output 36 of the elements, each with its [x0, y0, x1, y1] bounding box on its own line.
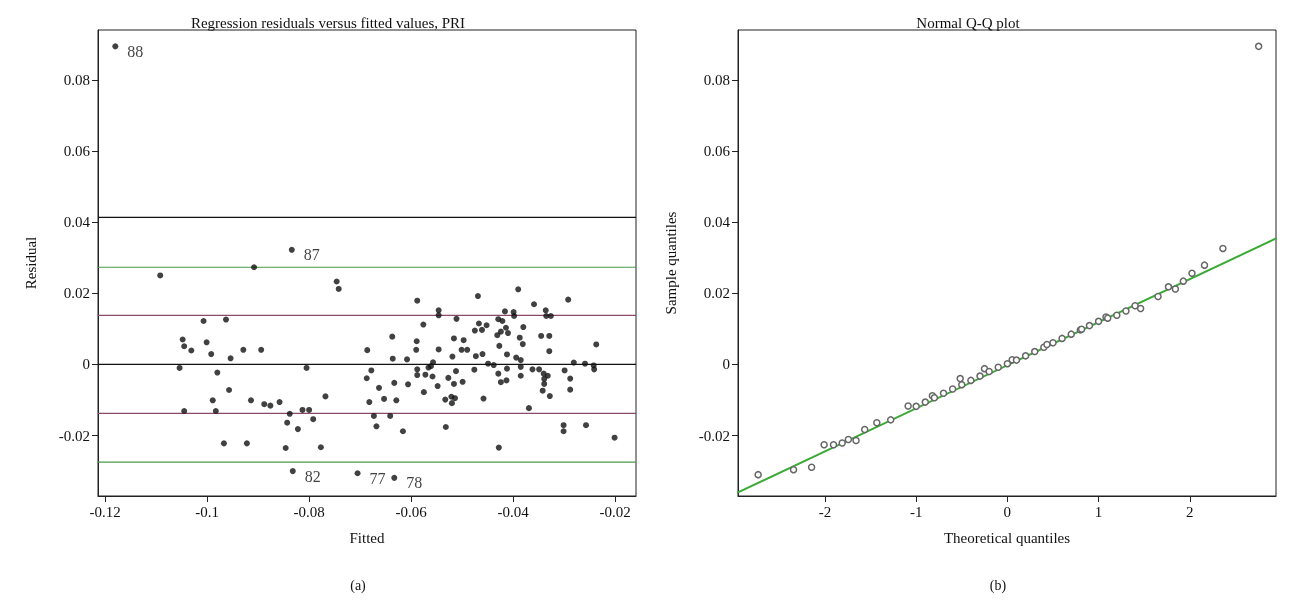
y-tick-label: 0.06 [703, 142, 731, 159]
y-axis-title: Sample quantiles [662, 211, 679, 315]
y-tick-label: 0.02 [63, 285, 90, 302]
chart-title: Regression residuals versus fitted values, PRI [190, 14, 466, 31]
annotation: 82 [304, 467, 321, 485]
x-tick-label: -0.08 [293, 503, 325, 520]
x-axis-title: Theoretical quantiles [943, 529, 1071, 546]
annotation: 88 [127, 42, 144, 60]
text: (b) [988, 578, 1008, 594]
x-tick-label: -2 [818, 503, 832, 520]
y-tick-label: 0.06 [63, 142, 91, 159]
x-tick-label: -0.06 [395, 503, 428, 520]
annotation: 87 [303, 246, 320, 264]
x-tick-label: -1 [909, 503, 923, 520]
y-tick-label: -0.02 [58, 427, 90, 444]
y-tick-label: 0.04 [703, 214, 731, 231]
annotation: 77 [369, 469, 386, 487]
x-tick-label: -0.04 [497, 503, 530, 520]
y-tick-label: 0.08 [63, 71, 90, 88]
x-axis-title: Fitted [349, 529, 385, 546]
text: (a) [349, 578, 367, 594]
y-tick-label: 0.08 [703, 71, 730, 88]
x-tick-label: 1 [1094, 503, 1103, 520]
annotation: 78 [406, 474, 423, 492]
x-tick-label: -0.02 [599, 503, 631, 520]
x-tick-label: -0.12 [89, 503, 121, 520]
y-tick-label: 0 [82, 356, 90, 373]
y-tick-label: 0 [722, 356, 730, 373]
y-tick-label: -0.02 [698, 427, 730, 444]
x-tick-label: 2 [1186, 503, 1194, 520]
y-tick-label: 0.02 [703, 285, 730, 302]
y-axis-title: Residual [22, 236, 39, 290]
y-tick-label: 0.04 [63, 214, 91, 231]
chart-title: Normal Q-Q plot [916, 14, 1021, 31]
x-tick-label: -0.1 [195, 503, 219, 520]
x-tick-label: 0 [1003, 503, 1012, 520]
